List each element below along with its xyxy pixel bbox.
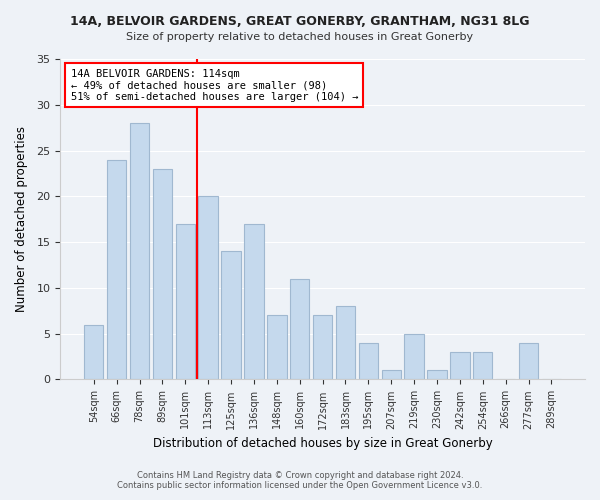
Bar <box>313 316 332 380</box>
Bar <box>199 196 218 380</box>
Bar <box>221 252 241 380</box>
Bar <box>176 224 195 380</box>
Bar <box>130 123 149 380</box>
Bar <box>359 343 378 380</box>
Bar <box>427 370 447 380</box>
X-axis label: Distribution of detached houses by size in Great Gonerby: Distribution of detached houses by size … <box>153 437 493 450</box>
Text: 14A, BELVOIR GARDENS, GREAT GONERBY, GRANTHAM, NG31 8LG: 14A, BELVOIR GARDENS, GREAT GONERBY, GRA… <box>70 15 530 28</box>
Bar <box>244 224 263 380</box>
Text: Size of property relative to detached houses in Great Gonerby: Size of property relative to detached ho… <box>127 32 473 42</box>
Bar <box>473 352 493 380</box>
Text: 14A BELVOIR GARDENS: 114sqm
← 49% of detached houses are smaller (98)
51% of sem: 14A BELVOIR GARDENS: 114sqm ← 49% of det… <box>71 68 358 102</box>
Bar <box>382 370 401 380</box>
Bar <box>84 324 103 380</box>
Bar <box>404 334 424 380</box>
Bar <box>336 306 355 380</box>
Bar <box>450 352 470 380</box>
Bar <box>290 278 310 380</box>
Bar <box>107 160 127 380</box>
Bar <box>267 316 287 380</box>
Bar <box>519 343 538 380</box>
Y-axis label: Number of detached properties: Number of detached properties <box>15 126 28 312</box>
Bar <box>152 169 172 380</box>
Text: Contains HM Land Registry data © Crown copyright and database right 2024.
Contai: Contains HM Land Registry data © Crown c… <box>118 470 482 490</box>
